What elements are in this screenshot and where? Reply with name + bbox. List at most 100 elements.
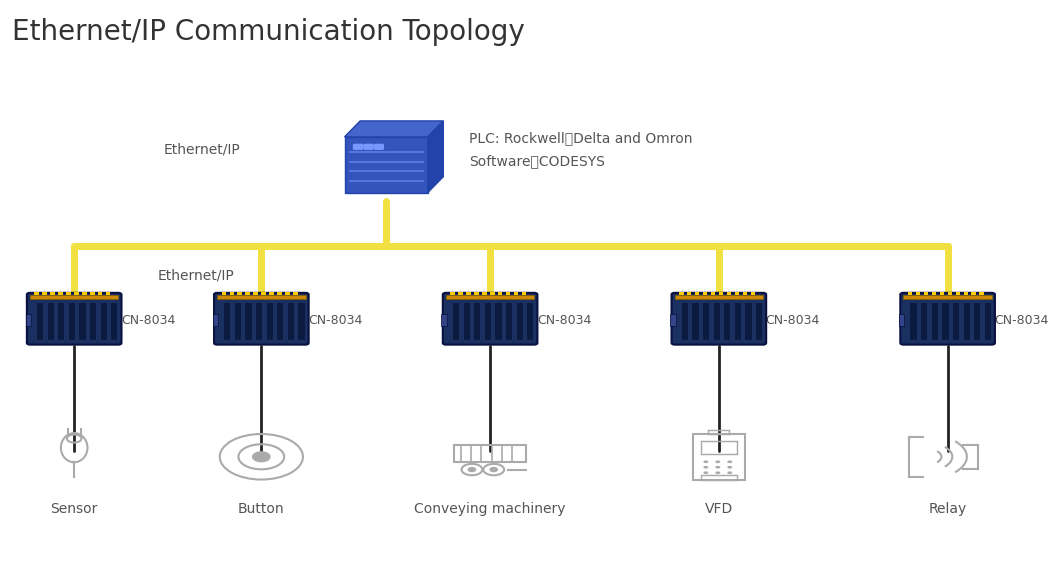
Bar: [58, 292, 63, 295]
Bar: [527, 303, 533, 340]
Bar: [903, 295, 992, 299]
Bar: [50, 292, 55, 295]
Bar: [262, 292, 266, 295]
Bar: [246, 303, 251, 340]
Bar: [695, 292, 700, 295]
Polygon shape: [344, 137, 428, 193]
Bar: [964, 303, 970, 340]
Bar: [670, 315, 675, 326]
Bar: [703, 292, 707, 295]
Bar: [687, 292, 691, 295]
Bar: [235, 303, 241, 340]
Bar: [679, 292, 684, 295]
Bar: [514, 292, 518, 295]
Bar: [474, 292, 479, 295]
Bar: [939, 292, 944, 295]
Circle shape: [253, 452, 269, 462]
Text: CN-8034: CN-8034: [308, 313, 363, 327]
Bar: [692, 303, 699, 340]
Bar: [693, 434, 745, 479]
Text: Ethernet/IP: Ethernet/IP: [164, 142, 241, 156]
Bar: [522, 292, 527, 295]
Bar: [257, 303, 262, 340]
Bar: [111, 303, 118, 340]
Bar: [25, 315, 31, 326]
FancyBboxPatch shape: [443, 293, 537, 344]
Bar: [932, 292, 936, 295]
Bar: [288, 303, 294, 340]
Bar: [708, 430, 729, 434]
Bar: [222, 292, 226, 295]
Bar: [756, 303, 762, 340]
Bar: [278, 303, 283, 340]
Text: VFD: VFD: [705, 502, 732, 517]
Bar: [58, 303, 65, 340]
Bar: [942, 303, 949, 340]
Bar: [42, 292, 47, 295]
Bar: [69, 303, 75, 340]
FancyBboxPatch shape: [373, 144, 384, 150]
Bar: [484, 303, 491, 340]
Bar: [237, 292, 242, 295]
Bar: [899, 315, 904, 326]
Bar: [907, 292, 913, 295]
Bar: [466, 292, 471, 295]
Circle shape: [727, 460, 732, 463]
Bar: [516, 303, 523, 340]
Bar: [217, 295, 305, 299]
Text: Ethernet/IP Communication Topology: Ethernet/IP Communication Topology: [12, 18, 525, 46]
Bar: [985, 303, 991, 340]
Bar: [230, 292, 234, 295]
Bar: [213, 315, 218, 326]
Bar: [48, 303, 54, 340]
Bar: [701, 441, 737, 455]
Bar: [267, 303, 272, 340]
Circle shape: [490, 467, 497, 471]
Bar: [474, 303, 480, 340]
Text: Conveying machinery: Conveying machinery: [414, 502, 566, 517]
Bar: [442, 315, 447, 326]
Bar: [974, 303, 980, 340]
Circle shape: [716, 466, 721, 468]
Bar: [727, 292, 731, 295]
Bar: [453, 303, 459, 340]
Bar: [701, 475, 737, 479]
Bar: [955, 292, 960, 295]
Bar: [703, 303, 709, 340]
Bar: [713, 303, 720, 340]
Text: CN-8034: CN-8034: [121, 313, 175, 327]
Bar: [971, 292, 976, 295]
Bar: [253, 292, 258, 295]
Polygon shape: [428, 121, 443, 193]
FancyBboxPatch shape: [900, 293, 995, 344]
Text: Button: Button: [238, 502, 285, 517]
FancyBboxPatch shape: [214, 293, 308, 344]
Circle shape: [469, 467, 476, 471]
Bar: [921, 303, 928, 340]
Bar: [269, 292, 273, 295]
Bar: [246, 292, 250, 295]
Bar: [82, 292, 87, 295]
Polygon shape: [344, 121, 443, 137]
Text: Relay: Relay: [929, 502, 967, 517]
Bar: [916, 292, 920, 295]
Text: CN-8034: CN-8034: [994, 313, 1048, 327]
Bar: [101, 303, 107, 340]
Bar: [74, 292, 78, 295]
Circle shape: [704, 466, 708, 468]
Bar: [711, 292, 716, 295]
Bar: [90, 303, 96, 340]
Text: Ethernet/IP: Ethernet/IP: [157, 269, 234, 283]
Bar: [278, 292, 282, 295]
Bar: [964, 292, 968, 295]
FancyBboxPatch shape: [353, 144, 364, 150]
Circle shape: [727, 466, 732, 468]
Bar: [750, 292, 755, 295]
Bar: [482, 292, 487, 295]
Bar: [735, 303, 741, 340]
Bar: [735, 292, 739, 295]
Bar: [911, 303, 917, 340]
Text: CN-8034: CN-8034: [537, 313, 591, 327]
Bar: [294, 292, 298, 295]
Bar: [506, 303, 512, 340]
